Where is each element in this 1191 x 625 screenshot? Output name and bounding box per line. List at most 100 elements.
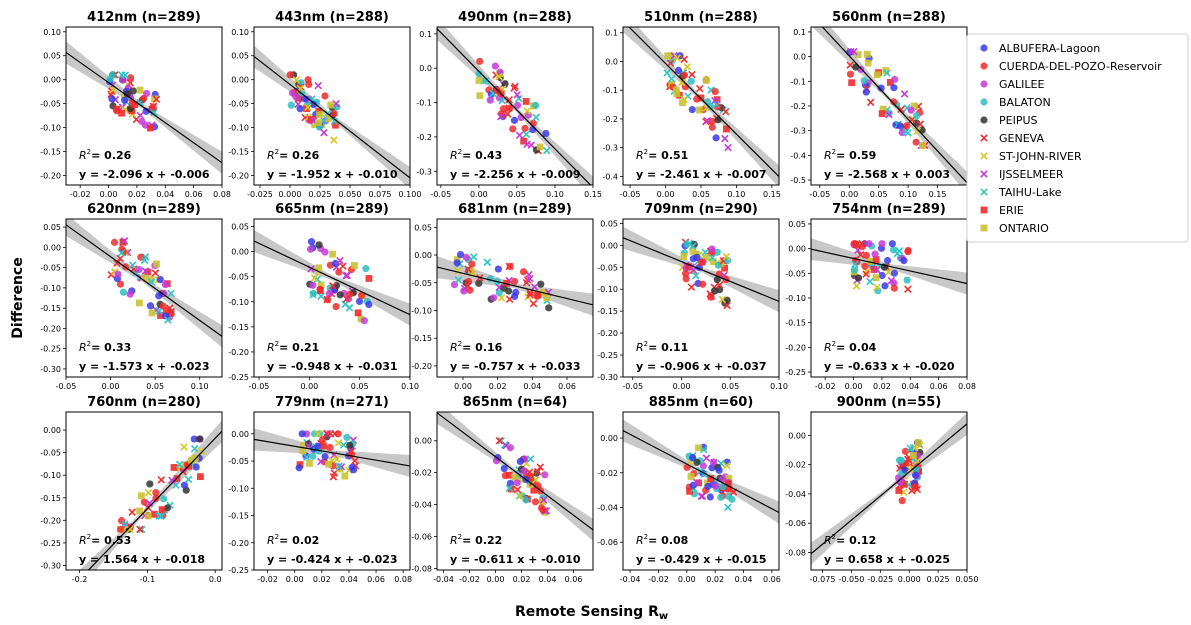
- data-point: [475, 70, 483, 78]
- data-point: [687, 283, 696, 291]
- data-point: [910, 102, 918, 110]
- y-tick-label: -0.10: [785, 294, 806, 303]
- data-point: [304, 76, 312, 84]
- data-point: [897, 456, 905, 464]
- regression-line: [254, 438, 410, 467]
- data-point: [295, 464, 303, 472]
- data-point: [680, 71, 689, 79]
- data-point: [721, 107, 730, 116]
- y-tick-label: -0.05: [228, 100, 249, 109]
- data-point: [689, 247, 697, 255]
- data-point: [190, 435, 198, 443]
- regression-line: [437, 266, 593, 306]
- subplot-title: 779nm (n=271): [275, 395, 389, 410]
- data-point: [852, 241, 860, 249]
- data-point: [711, 287, 719, 295]
- data-point: [323, 430, 331, 438]
- r-squared-annotation: R2= 0.59: [824, 148, 876, 162]
- data-point: [895, 487, 903, 494]
- data-point: [334, 439, 343, 447]
- data-point: [537, 280, 545, 288]
- data-point: [309, 100, 317, 109]
- data-point: [523, 140, 531, 149]
- subplot: 560nm (n=288) -0.05 0.00 0.05 0.10 0.15 0.1 0.0…: [790, 10, 968, 199]
- y-tick-label: -0.20: [785, 343, 806, 352]
- x-tick-label: 0.06: [558, 382, 576, 391]
- y-tick-label: -0.15: [785, 319, 806, 328]
- data-point: [854, 274, 863, 282]
- legend-item: BALATON: [980, 96, 1051, 109]
- data-point: [881, 282, 889, 290]
- data-point: [456, 250, 465, 259]
- data-point: [906, 465, 914, 474]
- data-point: [525, 468, 534, 477]
- data-point: [151, 95, 158, 103]
- data-point: [491, 62, 499, 70]
- x-tick-label: 0.04: [156, 190, 174, 199]
- data-point: [117, 249, 126, 257]
- y-tick-label: 0.00: [231, 430, 249, 439]
- y-tick-label: -0.15: [40, 304, 61, 313]
- data-point: [683, 63, 692, 71]
- regression-equation: y = -2.461 x + -0.007: [636, 168, 767, 181]
- x-tick-label: 0.08: [394, 575, 412, 584]
- plot-frame: [253, 411, 411, 571]
- x-tick-label: 0.04: [539, 575, 557, 584]
- data-point: [164, 316, 172, 324]
- data-point: [513, 91, 521, 99]
- regression-line: [437, 28, 592, 185]
- data-point: [157, 312, 164, 319]
- x-tick-label: 0.06: [763, 575, 781, 584]
- data-point: [316, 287, 324, 294]
- y-tick-label: 0.0: [419, 64, 432, 73]
- y-tick-label: -0.25: [40, 345, 61, 354]
- data-point: [708, 123, 716, 131]
- data-point: [135, 299, 143, 307]
- data-point: [681, 270, 690, 278]
- legend-label: CUERDA-DEL-POZO-Reservoir: [999, 60, 1162, 73]
- data-point: [520, 467, 528, 475]
- x-tick-label: 0.000: [279, 190, 302, 199]
- data-point: [476, 92, 484, 100]
- y-tick-label: -0.2: [416, 133, 432, 142]
- data-point: [155, 292, 163, 300]
- plot-frame: [65, 218, 223, 378]
- y-tick-label: -0.30: [40, 365, 61, 374]
- legend-marker-icon: [980, 44, 988, 52]
- data-point: [679, 99, 686, 107]
- data-point: [519, 268, 528, 276]
- x-tick-label: 0.00: [454, 382, 472, 391]
- r-squared-annotation: R2= 0.43: [450, 148, 502, 162]
- data-point: [315, 119, 322, 127]
- data-point: [522, 496, 530, 504]
- y-tick-label: -0.15: [228, 323, 249, 332]
- data-point: [152, 489, 160, 497]
- x-tick-label: 0.10: [401, 382, 419, 391]
- data-point: [327, 101, 335, 109]
- data-point: [687, 77, 695, 85]
- data-point: [330, 117, 339, 126]
- data-point: [527, 473, 534, 481]
- x-tick-label: 0.15: [584, 190, 602, 199]
- data-point: [509, 125, 517, 133]
- x-tick-label: 0.00: [657, 190, 675, 199]
- regression-equation: y = -0.611 x + -0.010: [450, 553, 581, 566]
- legend-marker-icon: [980, 188, 988, 196]
- data-point: [494, 265, 502, 273]
- data-point: [329, 473, 338, 481]
- r-squared-annotation: R2= 0.21: [267, 340, 319, 354]
- y-tick-label: 0.05: [43, 223, 61, 232]
- data-point: [157, 476, 166, 484]
- y-tick-label: -0.4: [790, 151, 806, 160]
- data-point: [913, 119, 921, 127]
- data-point: [882, 67, 890, 74]
- data-point: [108, 95, 116, 103]
- x-tick-label: 0.05: [692, 190, 710, 199]
- plot-frame: [65, 411, 223, 571]
- data-point: [168, 476, 176, 485]
- data-point: [862, 88, 870, 96]
- legend-label: IJSSELMEER: [999, 168, 1064, 181]
- data-point: [708, 464, 716, 472]
- legend-marker-icon: [980, 80, 988, 88]
- x-tick-label: 0.05: [870, 190, 888, 199]
